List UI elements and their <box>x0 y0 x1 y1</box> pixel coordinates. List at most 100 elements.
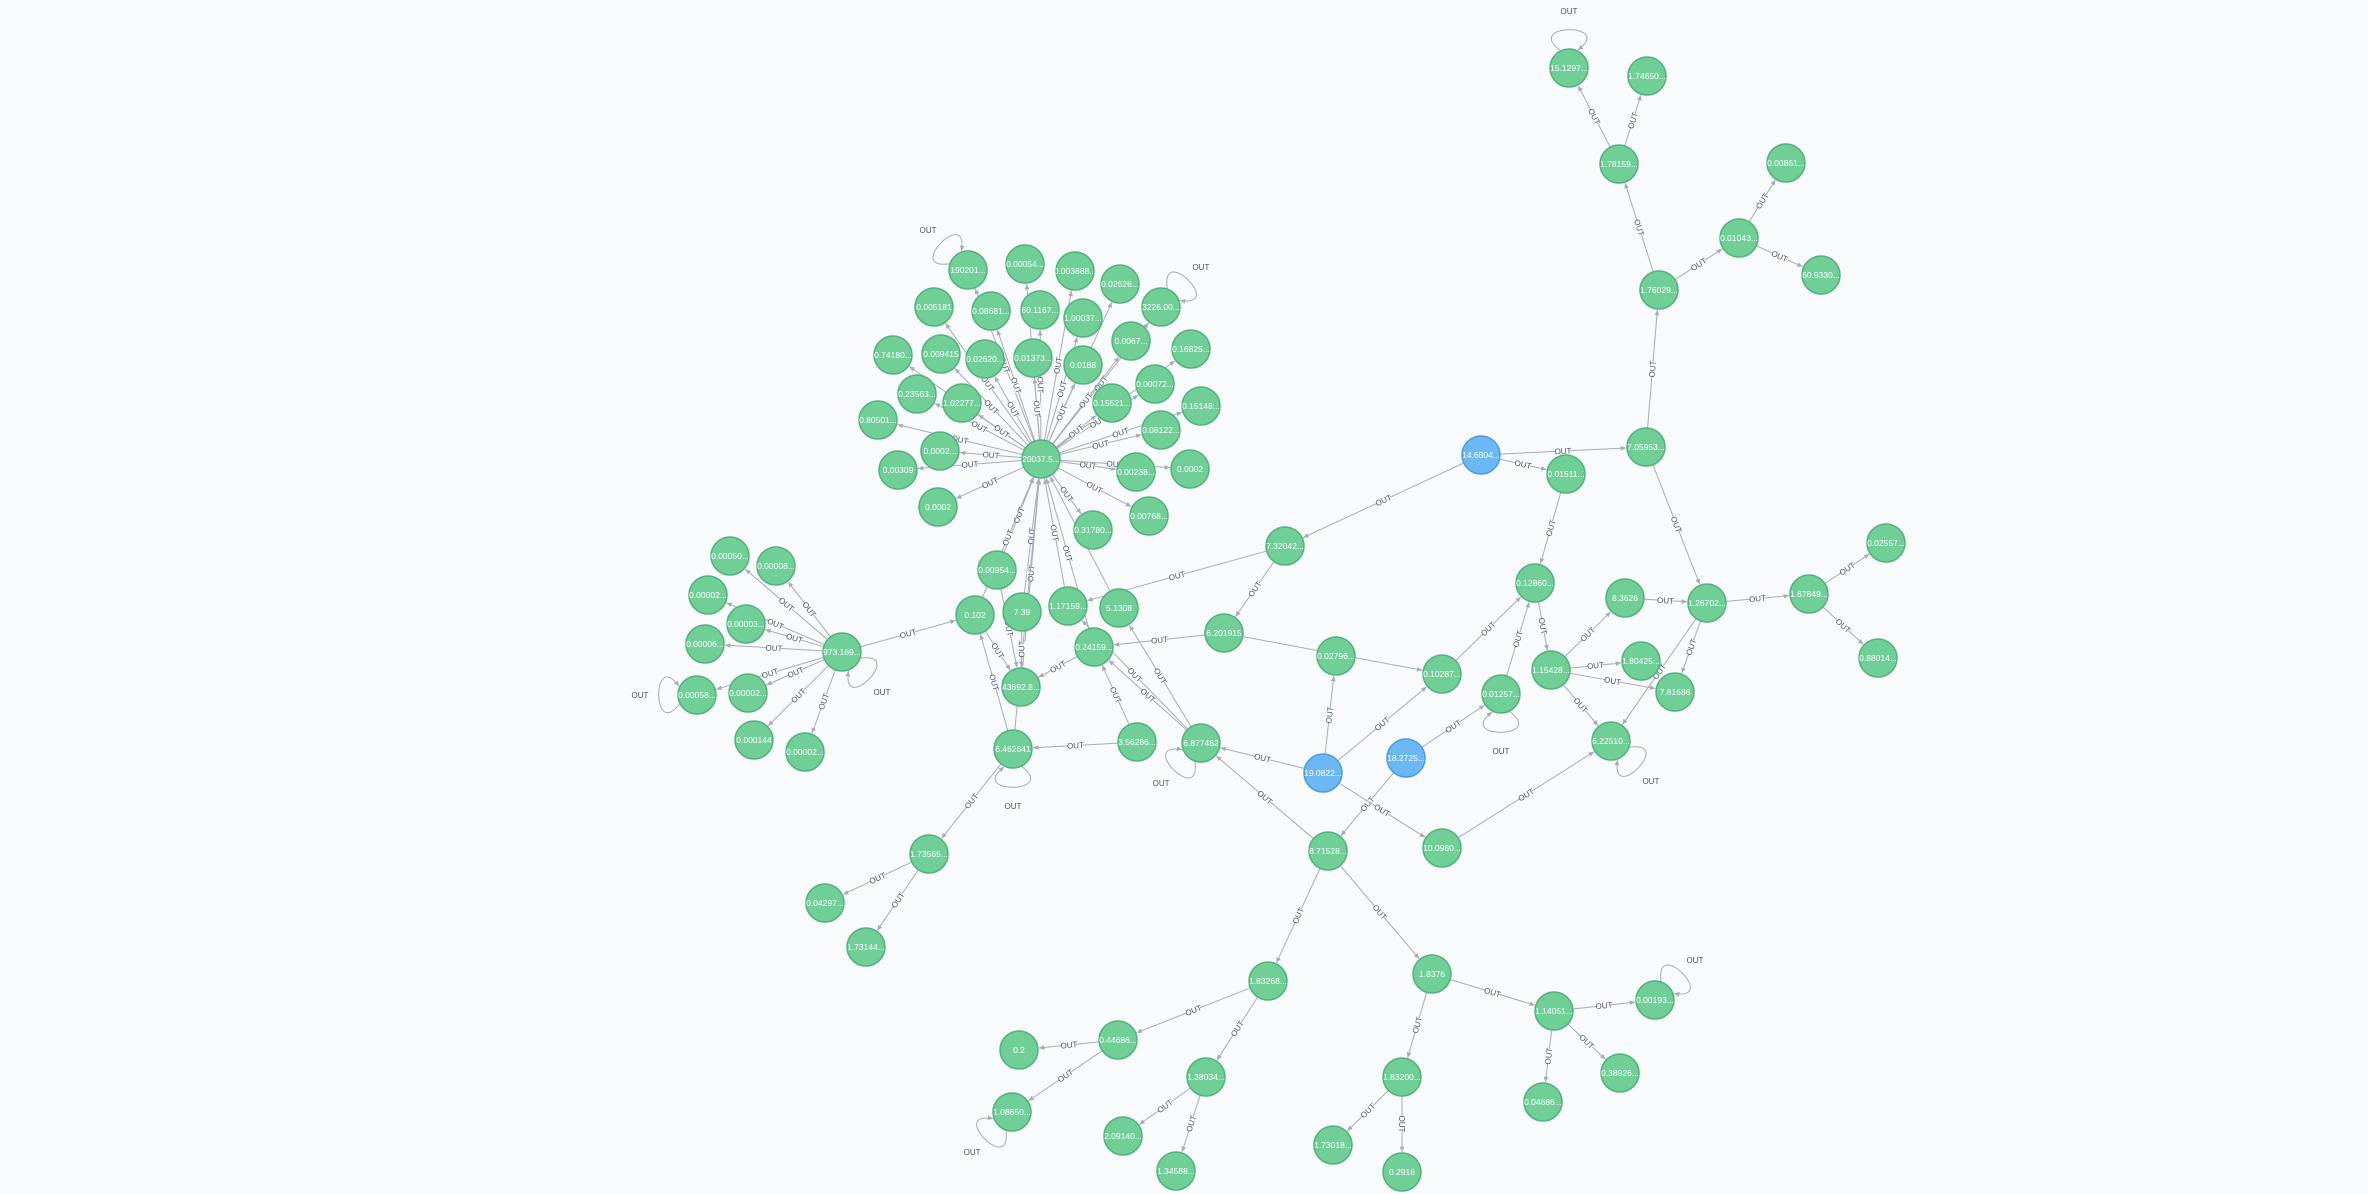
node-circle[interactable] <box>1626 427 1666 467</box>
graph-node[interactable]: 10.0980... <box>1422 828 1462 868</box>
node-circle[interactable] <box>1073 510 1113 550</box>
graph-node[interactable]: 14.6804... <box>1461 435 1501 475</box>
node-circle[interactable] <box>858 400 898 440</box>
graph-node[interactable]: 7.32042... <box>1265 526 1305 566</box>
node-circle[interactable] <box>1048 586 1088 626</box>
node-circle[interactable] <box>1316 636 1356 676</box>
graph-node[interactable]: 1.15428... <box>1531 650 1571 690</box>
graph-node[interactable]: 0.00050... <box>710 536 750 576</box>
node-circle[interactable] <box>1866 523 1906 563</box>
graph-node[interactable]: 1.73565... <box>909 834 949 874</box>
graph-node[interactable]: 1.34588... <box>1156 1151 1196 1191</box>
self-loop-n38[interactable] <box>994 765 1031 788</box>
graph-node[interactable]: 0.88014... <box>1858 638 1898 678</box>
node-circle[interactable] <box>1002 592 1042 632</box>
graph-node[interactable]: 0.2916 <box>1382 1152 1422 1192</box>
graph-node[interactable]: 0.2 <box>999 1030 1039 1070</box>
node-circle[interactable] <box>878 450 918 490</box>
node-circle[interactable] <box>1523 1082 1563 1122</box>
highlighted-node-circle[interactable] <box>1461 435 1501 475</box>
graph-node[interactable]: 0.15521... <box>1092 383 1132 423</box>
highlighted-node-circle[interactable] <box>1386 738 1426 778</box>
graph-node[interactable]: 0.08122... <box>1141 410 1181 450</box>
node-circle[interactable] <box>965 339 1005 379</box>
graph-node[interactable]: 60.9330... <box>1801 255 1841 295</box>
graph-node[interactable]: 190201... <box>948 250 988 290</box>
graph-node[interactable]: 1.76029... <box>1639 270 1679 310</box>
node-circle[interactable] <box>897 374 937 414</box>
node-circle[interactable] <box>734 720 774 760</box>
graph-node[interactable]: 0.02626... <box>1100 264 1140 304</box>
graph-node[interactable]: 7.81686 <box>1655 672 1695 712</box>
self-loop-n78[interactable] <box>1614 746 1647 777</box>
graph-node[interactable]: 1.83268... <box>1248 961 1288 1001</box>
graph-node[interactable]: 0.01043... <box>1719 218 1759 258</box>
graph-node[interactable]: 6.22510... <box>1591 721 1631 761</box>
node-circle[interactable] <box>1171 329 1211 369</box>
node-circle[interactable] <box>1605 578 1645 618</box>
node-circle[interactable] <box>1170 449 1210 489</box>
node-circle[interactable] <box>1265 526 1305 566</box>
node-circle[interactable] <box>1801 255 1841 295</box>
graph-node[interactable]: 0.00002... <box>785 732 825 772</box>
graph-node[interactable]: 1.8376 <box>1412 954 1452 994</box>
self-loop-n40[interactable] <box>1165 746 1196 779</box>
graph-node[interactable]: 60.1167... <box>1020 290 1060 330</box>
graph-node[interactable]: 2.09140... <box>1103 1116 1143 1156</box>
node-circle[interactable] <box>710 536 750 576</box>
graph-node[interactable]: 0.00054... <box>1005 244 1045 284</box>
node-circle[interactable] <box>1156 1151 1196 1191</box>
node-circle[interactable] <box>1531 650 1571 690</box>
graph-node[interactable]: 43692.8... <box>1001 667 1041 707</box>
node-circle[interactable] <box>1766 143 1806 183</box>
node-circle[interactable] <box>1600 1053 1640 1093</box>
graph-node[interactable]: 1.73018... <box>1313 1125 1353 1165</box>
node-circle[interactable] <box>942 383 982 423</box>
graph-node[interactable]: 0.02620... <box>965 339 1005 379</box>
node-circle[interactable] <box>1639 270 1679 310</box>
node-circle[interactable] <box>1719 218 1759 258</box>
graph-node[interactable]: 1.67849... <box>1789 574 1829 614</box>
node-circle[interactable] <box>1063 345 1103 385</box>
graph-node[interactable]: 8.3626 <box>1605 578 1645 618</box>
self-loop-n5[interactable] <box>1166 271 1197 304</box>
graph-node[interactable]: 18.2725... <box>1386 738 1426 778</box>
node-circle[interactable] <box>1020 290 1060 330</box>
node-circle[interactable] <box>1382 1057 1422 1097</box>
node-circle[interactable] <box>1116 452 1156 492</box>
graph-node[interactable]: 1.80425... <box>1621 641 1661 681</box>
node-circle[interactable] <box>1092 383 1132 423</box>
graph-node[interactable]: 0.00008... <box>756 546 796 586</box>
node-circle[interactable] <box>677 675 717 715</box>
node-circle[interactable] <box>921 334 961 374</box>
graph-node[interactable]: 0.0002... <box>920 431 960 471</box>
node-circle[interactable] <box>1422 654 1462 694</box>
node-circle[interactable] <box>1546 454 1586 494</box>
node-circle[interactable] <box>1308 831 1348 871</box>
node-circle[interactable] <box>909 834 949 874</box>
graph-node[interactable]: 0.01257... <box>1481 674 1521 714</box>
graph-node[interactable]: 0.02557... <box>1866 523 1906 563</box>
graph-node[interactable]: 0.12860... <box>1515 563 1555 603</box>
node-circle[interactable] <box>977 550 1017 590</box>
graph-node[interactable]: 0.01373... <box>1013 338 1053 378</box>
graph-node[interactable]: 0.01511... <box>1546 454 1586 494</box>
graph-node[interactable]: 0.00193... <box>1635 980 1675 1020</box>
self-loop-n1[interactable] <box>932 234 965 265</box>
node-circle[interactable] <box>1422 828 1462 868</box>
node-circle[interactable] <box>992 1092 1032 1132</box>
graph-node[interactable]: 0.02796... <box>1316 636 1356 676</box>
graph-node[interactable]: 7.05953... <box>1626 427 1666 467</box>
node-circle[interactable] <box>1687 583 1727 623</box>
node-circle[interactable] <box>873 335 913 375</box>
node-circle[interactable] <box>1621 641 1661 681</box>
graph-node[interactable]: 0.005181 <box>914 287 954 327</box>
graph-node[interactable]: 6.201915 <box>1204 613 1244 653</box>
node-circle[interactable] <box>1098 1020 1138 1060</box>
node-circle[interactable] <box>756 546 796 586</box>
graph-node[interactable]: 0.00003... <box>726 604 766 644</box>
node-circle[interactable] <box>1412 954 1452 994</box>
node-circle[interactable] <box>1481 674 1521 714</box>
graph-node[interactable]: 0.000144 <box>734 720 774 760</box>
